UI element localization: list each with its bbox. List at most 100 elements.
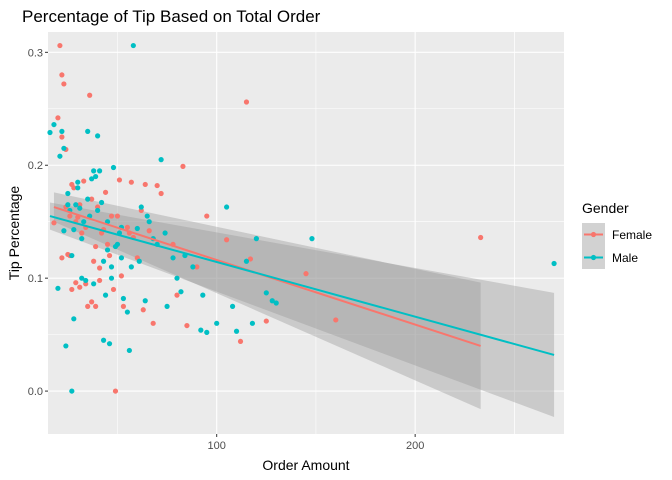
data-point-female bbox=[77, 284, 83, 290]
data-point-female bbox=[128, 179, 134, 185]
data-point-male bbox=[273, 300, 279, 306]
data-point-male bbox=[79, 236, 85, 242]
data-point-male bbox=[190, 264, 196, 270]
data-point-male bbox=[118, 255, 125, 261]
y-axis: 0.0 0.1 0.2 0.3 bbox=[28, 47, 48, 398]
data-point-male bbox=[51, 121, 57, 128]
fit-lines bbox=[49, 206, 555, 356]
data-point-male bbox=[61, 145, 67, 151]
data-point-male bbox=[75, 185, 81, 191]
data-point-male bbox=[142, 298, 148, 304]
data-point-female bbox=[79, 230, 85, 236]
data-point-male bbox=[233, 328, 240, 334]
data-point-male bbox=[69, 388, 75, 394]
data-point-female bbox=[158, 190, 164, 197]
data-point-male bbox=[198, 327, 204, 333]
data-point-female bbox=[102, 189, 109, 195]
data-point-female bbox=[237, 338, 244, 345]
data-point-male bbox=[136, 258, 142, 264]
data-point-male bbox=[91, 281, 97, 287]
data-point-male bbox=[69, 252, 75, 259]
data-point-male bbox=[124, 309, 130, 315]
data-point-female bbox=[81, 178, 87, 184]
data-point-male bbox=[71, 227, 77, 233]
data-point-female bbox=[55, 115, 61, 121]
data-point-female bbox=[89, 299, 95, 305]
data-point-male bbox=[551, 260, 557, 267]
data-point-male bbox=[79, 275, 85, 281]
data-point-male bbox=[174, 275, 180, 281]
data-point-male bbox=[146, 219, 152, 225]
y-tick-label: 0.2 bbox=[28, 160, 43, 172]
data-point-female bbox=[59, 255, 65, 261]
data-point-male bbox=[138, 204, 144, 210]
data-point-male bbox=[164, 303, 170, 309]
data-point-male bbox=[71, 316, 77, 322]
data-point-female bbox=[303, 271, 309, 277]
data-point-female bbox=[120, 303, 127, 309]
data-point-male bbox=[55, 285, 61, 291]
data-point-female bbox=[85, 303, 91, 309]
data-point-female bbox=[67, 213, 73, 219]
data-point-male bbox=[97, 168, 103, 174]
data-point-male bbox=[61, 228, 67, 234]
grid-minor bbox=[48, 32, 564, 434]
x-axis-title: Order Amount bbox=[262, 457, 349, 473]
data-point-male bbox=[224, 204, 230, 210]
x-tick-label: 200 bbox=[406, 440, 424, 452]
data-point-male bbox=[81, 219, 87, 225]
data-point-male bbox=[85, 128, 91, 134]
data-point-male bbox=[73, 202, 79, 208]
data-point-male bbox=[134, 225, 140, 232]
data-point-male bbox=[263, 290, 269, 296]
data-point-male bbox=[214, 320, 220, 326]
data-point-female bbox=[333, 317, 339, 323]
data-point-female bbox=[51, 220, 57, 226]
data-point-male bbox=[100, 337, 107, 343]
data-point-female bbox=[194, 264, 200, 270]
legend-key-male bbox=[582, 246, 605, 269]
data-point-female bbox=[112, 388, 119, 394]
data-point-male bbox=[89, 176, 95, 182]
data-point-male bbox=[249, 320, 256, 326]
data-point-male bbox=[77, 205, 83, 211]
data-point-male bbox=[83, 277, 89, 284]
data-point-male bbox=[200, 292, 206, 298]
data-point-male bbox=[91, 168, 97, 174]
data-point-male bbox=[108, 275, 115, 281]
data-point-male bbox=[144, 213, 150, 219]
data-point-female bbox=[247, 256, 254, 262]
data-point-male bbox=[93, 173, 99, 180]
data-point-female bbox=[142, 181, 148, 188]
legend-key-female bbox=[582, 223, 605, 246]
grid-major bbox=[48, 32, 564, 434]
data-point-female bbox=[93, 243, 99, 250]
data-point-male bbox=[104, 247, 111, 253]
legend: Gender Female Male bbox=[582, 200, 652, 269]
data-point-female bbox=[97, 265, 103, 271]
data-point-female bbox=[224, 237, 230, 243]
data-point-female bbox=[91, 258, 97, 264]
data-point-female bbox=[478, 234, 484, 241]
data-point-male bbox=[47, 129, 53, 136]
legend-label-male: Male bbox=[612, 251, 638, 265]
data-point-female bbox=[61, 81, 67, 87]
data-point-female bbox=[180, 163, 186, 169]
data-point-male bbox=[102, 292, 109, 298]
data-point-female bbox=[154, 182, 160, 189]
data-point-female bbox=[93, 303, 99, 309]
data-point-female bbox=[110, 286, 117, 293]
data-point-male bbox=[243, 258, 250, 264]
data-point-female bbox=[116, 177, 123, 183]
data-point-male bbox=[57, 153, 63, 159]
x-tick-label: 100 bbox=[208, 440, 226, 452]
data-point-male bbox=[65, 202, 71, 208]
data-point-female bbox=[114, 213, 121, 219]
data-point-male bbox=[63, 343, 69, 349]
legend-key-point bbox=[590, 254, 597, 261]
data-point-male bbox=[130, 42, 136, 49]
y-tick-label: 0.0 bbox=[28, 386, 43, 398]
data-point-male bbox=[110, 164, 117, 171]
data-point-male bbox=[253, 236, 259, 242]
data-point-female bbox=[124, 224, 130, 230]
